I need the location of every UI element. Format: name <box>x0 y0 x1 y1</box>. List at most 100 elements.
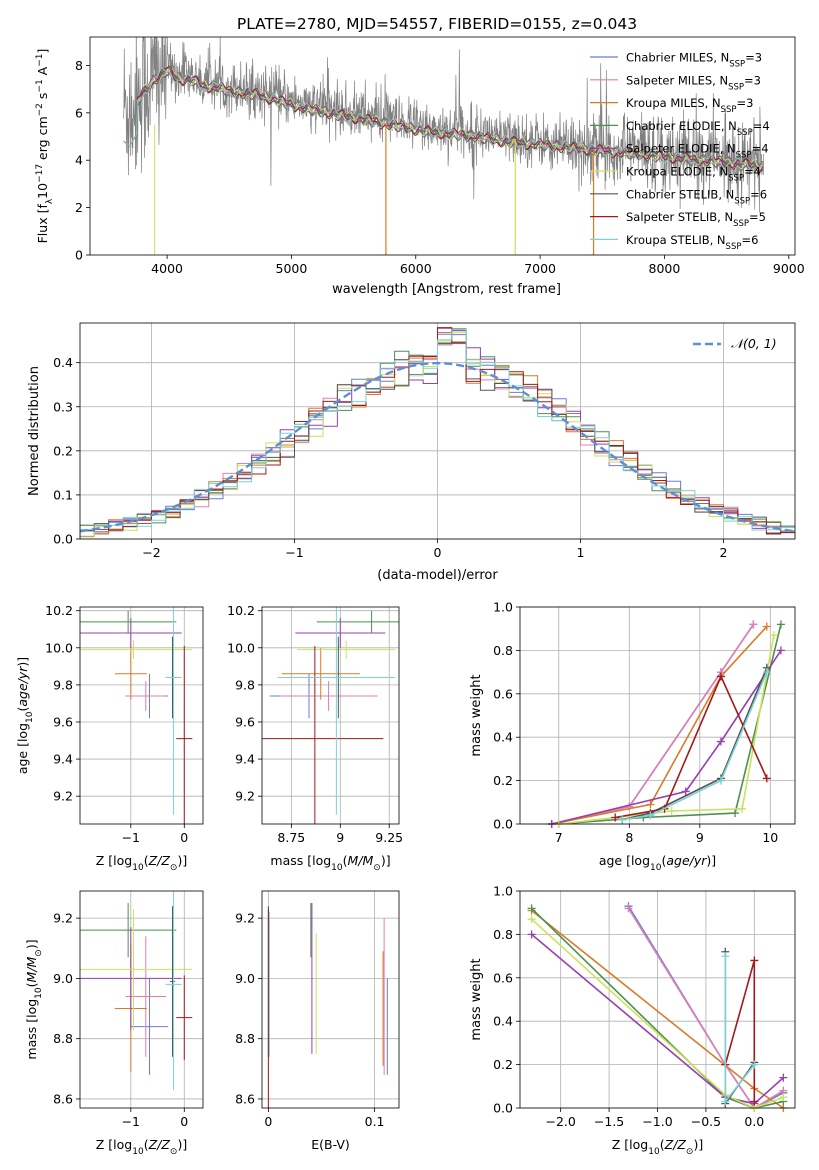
weight-marker <box>779 1073 788 1082</box>
x-tick-label: 8.75 <box>277 830 305 845</box>
y-tick-label: 2 <box>75 200 83 215</box>
y-tick-label: 4 <box>75 153 83 168</box>
x-tick-label: 9 <box>696 830 704 845</box>
weight-line <box>622 667 768 821</box>
weight-marker <box>738 804 747 813</box>
x-tick-label: −2 <box>142 545 160 560</box>
y-tick-label: 8.6 <box>235 1091 255 1106</box>
x-tick-label: 6000 <box>400 261 432 276</box>
weight-line <box>551 623 755 824</box>
y-tick-label: 0.0 <box>493 817 513 832</box>
age-vs-metallicity-panel: −1 0 9.2 9.4 9.6 9.8 10.0 10.2 Z [log10(Z/Z⊙)] ag… <box>15 603 204 873</box>
x-tick-label: 0 <box>264 1114 272 1129</box>
y-tick-label: 8 <box>75 58 83 73</box>
model-spectrum <box>123 67 764 171</box>
x-tick-label: −1.5 <box>594 1114 624 1129</box>
y-tick-label: 0.0 <box>493 1101 513 1116</box>
y-tick-label: 8.6 <box>53 1091 73 1106</box>
weight-marker <box>762 668 771 677</box>
y-tick-label: 1.0 <box>493 600 513 615</box>
weight-marker <box>681 787 690 796</box>
x-tick-label: −1 <box>285 545 303 560</box>
y-tick-label: 9.4 <box>53 752 73 767</box>
y-tick-label: 8.8 <box>235 1031 255 1046</box>
mass-vs-ebv-panel: 0 0.1 8.6 8.8 9.0 9.2 E(B-V) <box>235 890 400 1152</box>
y-tick-label: 9.0 <box>53 971 73 986</box>
y-tick-label: 10.2 <box>227 603 255 618</box>
axes-frame <box>261 890 400 1109</box>
y-tick-label: 0 <box>75 248 83 263</box>
x-axis-label: Z [log10(Z/Z⊙)] <box>96 1137 187 1157</box>
weight-marker <box>716 737 725 746</box>
y-tick-label: 9.6 <box>235 714 255 729</box>
weight-line <box>622 671 768 821</box>
x-tick-label: 7 <box>555 830 563 845</box>
x-tick-label: 0.1 <box>365 1114 385 1129</box>
y-axis-label: age [log10(age/yr)] <box>15 657 35 774</box>
weight-marker <box>731 809 740 818</box>
weight-marker <box>527 904 536 913</box>
weight-line <box>551 649 782 824</box>
x-tick-label: 0.0 <box>744 1114 764 1129</box>
model-spectrum <box>123 67 764 173</box>
x-tick-label: 0 <box>180 830 188 845</box>
legend-entry: Chabrier STELIB, NSSP=6 <box>626 187 767 206</box>
y-tick-label: 0.2 <box>493 1057 513 1072</box>
axes-frame <box>519 890 796 1109</box>
weight-marker <box>716 776 725 785</box>
weight-line <box>627 907 784 1108</box>
axes-frame <box>519 606 796 825</box>
y-tick-label: 9.8 <box>235 677 255 692</box>
weight-marker <box>646 800 655 809</box>
x-tick-label: 9.25 <box>375 830 403 845</box>
mass-vs-metallicity-panel: −1 0 8.6 8.8 9.0 9.2 Z [log10(Z/Z⊙)] mass [log1… <box>24 890 204 1157</box>
y-tick-label: 0.2 <box>53 443 73 458</box>
axes-frame <box>89 36 796 256</box>
weight-line <box>531 907 784 1108</box>
y-tick-label: 6 <box>75 105 83 120</box>
x-tick-label: −1.0 <box>642 1114 672 1129</box>
x-axis-label: (data-model)/error <box>377 568 498 583</box>
legend-entry: Kroupa STELIB, NSSP=6 <box>626 233 758 252</box>
weight-line <box>531 933 784 1105</box>
y-tick-label: 9.6 <box>53 714 73 729</box>
weight-marker <box>527 930 536 939</box>
y-tick-label: 0.4 <box>53 355 73 370</box>
y-axis-label: mass [log10(M/M⊙)] <box>24 939 44 1059</box>
weight-marker <box>527 915 536 924</box>
weight-marker <box>762 622 771 631</box>
x-tick-label: 8000 <box>649 261 681 276</box>
x-tick-label: 5000 <box>276 261 308 276</box>
weight-marker <box>776 620 785 629</box>
y-tick-label: 9.2 <box>235 789 255 804</box>
y-tick-label: 10.2 <box>45 603 73 618</box>
y-tick-label: 0.2 <box>493 773 513 788</box>
weight-vs-metallicity-panel: −2.0 −1.5 −1.0 −0.5 0.0 0.0 0.2 0.4 0.6 0.8 1.0 Z [… <box>469 884 796 1157</box>
weight-line <box>551 625 768 824</box>
y-tick-label: 10.0 <box>45 640 73 655</box>
x-tick-label: −1 <box>122 1114 140 1129</box>
weight-line <box>531 918 784 1108</box>
y-tick-label: 9.0 <box>235 971 255 986</box>
weight-line <box>724 960 756 1102</box>
x-tick-label: −1 <box>122 830 140 845</box>
legend-entry: Chabrier MILES, NSSP=3 <box>626 51 762 70</box>
y-tick-label: 9.8 <box>53 677 73 692</box>
y-tick-label: 9.2 <box>53 789 73 804</box>
x-tick-label: 10 <box>762 830 778 845</box>
legend-entry: Kroupa ELODIE, NSSP=4 <box>626 165 761 184</box>
y-tick-label: 9.2 <box>53 911 73 926</box>
weight-marker <box>750 1060 759 1069</box>
x-tick-label: −0.5 <box>691 1114 721 1129</box>
weight-line <box>551 623 755 824</box>
weight-marker <box>750 1097 759 1106</box>
weight-marker <box>769 631 778 640</box>
age-vs-mass-panel: 8.75 9 9.25 9.2 9.4 9.6 9.8 10.0 10.2 mass [log10… <box>227 603 403 873</box>
axes-frame <box>79 606 204 825</box>
weight-marker <box>749 620 758 629</box>
legend-entry: Salpeter ELODIE, NSSP=4 <box>626 142 769 161</box>
y-axis-label: Flux [fλ10−17 erg cm−2 s−1 A−1] <box>35 49 55 244</box>
y-tick-label: 0.8 <box>493 927 513 942</box>
x-tick-label: 9000 <box>773 261 805 276</box>
